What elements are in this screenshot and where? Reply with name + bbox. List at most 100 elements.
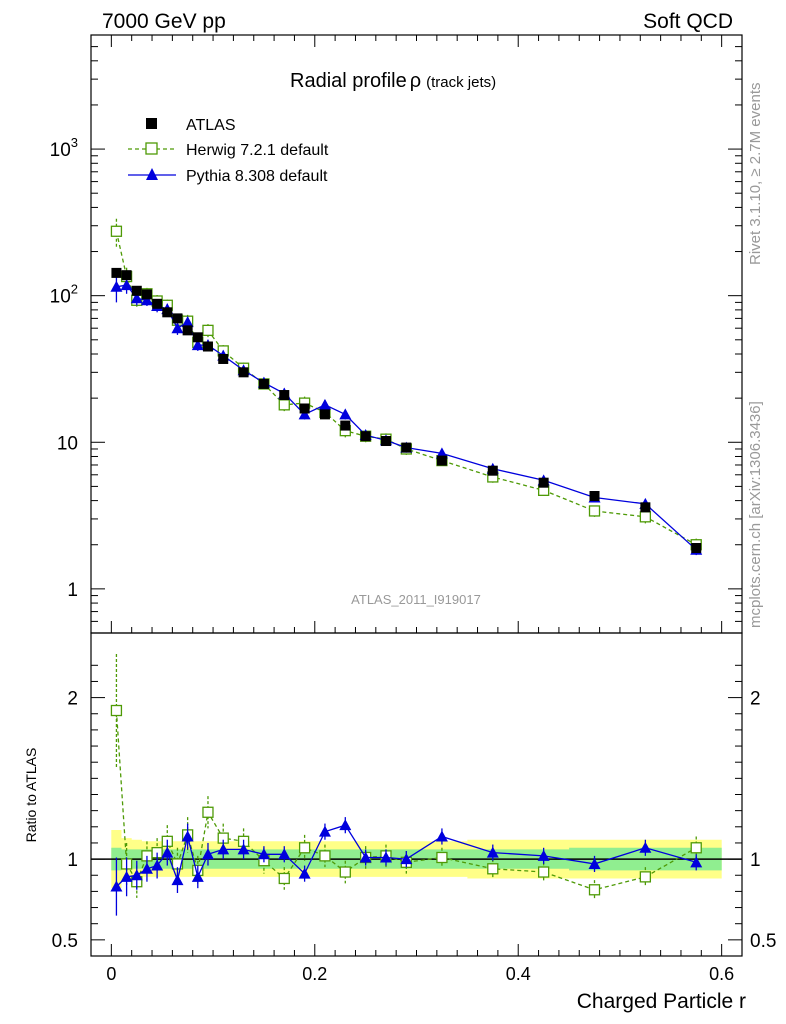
atlas-point [380,436,391,447]
pythia-ratio-point [435,830,448,842]
pythia-main-point [110,280,123,292]
rivet-label: Rivet 3.1.10, ≥ 2.7M events [747,83,764,266]
pythia-ratio-point [379,851,392,863]
y-tick-label: 103 [50,135,78,161]
herwig-ratio-point [436,851,448,864]
herwig-main-point [110,225,123,237]
atlas-point [401,442,412,453]
atlas-point [340,420,351,431]
y-tick-label: 102 [50,282,78,308]
pythia-ratio-point [237,843,250,855]
pythia-main-point [171,322,184,334]
legend-herwig-marker [145,142,158,155]
pythia-ratio-point [217,843,230,855]
atlas-point [319,409,330,420]
chart-title-symbol: ρ [410,70,421,92]
x-tick-label: 0.2 [302,964,327,984]
chart-title: Radial profile ρ (track jets) [290,70,496,92]
ratio-y-tick-label-left: 0.5 [52,931,78,952]
herwig-ratio-point [487,863,499,875]
legend-pythia-label: Pythia 8.308 default [186,168,328,185]
pythia-main-point [298,408,311,420]
pythia-main-point [181,316,194,328]
pythia-ratio-point [151,859,164,871]
herwig-ratio-point [298,842,311,854]
pythia-ratio-point [181,830,194,842]
atlas-point [258,378,269,389]
atlas-point [299,403,310,414]
atlas-point [589,491,600,502]
pythia-main-point [130,292,143,304]
chart-title-suffix: (track jets) [426,74,496,91]
atlas-point [182,325,193,336]
pythia-ratio-point [690,856,703,868]
pythia-ratio-point [130,869,143,881]
atlas-point [131,285,142,296]
pythia-ratio-point [257,848,270,860]
atlas-series-group [111,267,702,554]
herwig-ratio-point [110,704,123,717]
atlas-point [640,502,651,513]
atlas-point [121,270,132,281]
pythia-ratio-point [359,851,372,863]
pythia-ratio-point [400,853,413,865]
pythia-ratio-point [171,874,184,886]
pythia-ratio-point [639,841,652,853]
herwig-ratio-point [319,850,331,862]
ratio-y-tick-label-left: 2 [67,689,78,710]
atlas-point [172,313,183,324]
x-tick-label: 0.6 [709,964,734,984]
herwig-ratio-point [588,884,601,896]
pythia-ratio-point [110,880,123,892]
pythia-ratio-point [201,848,214,860]
herwig-main-point [639,511,652,523]
pythia-main-point [318,398,331,410]
herwig-main-point [202,324,214,337]
atlas-point [360,431,371,442]
ratio-ylabel: Ratio to ATLAS [23,748,39,843]
xlabel: Charged Particle r [577,990,746,1013]
legend-atlas-label: ATLAS [186,117,236,134]
legend-atlas-marker [146,118,157,129]
x-tick-label: 0 [106,964,116,984]
atlas-point [141,289,152,300]
ratio-panel-frame [90,632,743,957]
herwig-main-point [588,505,601,517]
herwig-series-group [110,218,702,900]
pythia-ratio-point [278,848,291,860]
ratio-y-tick-label-left: 1 [67,850,78,871]
pythia-ratio-point [120,870,133,882]
herwig-ratio-point [537,866,550,878]
atlas-point [279,390,290,401]
herwig-ratio-line [115,710,697,891]
pythia-main-point [120,279,133,291]
y-tick-label: 10 [57,433,78,454]
pythia-ratio-point [588,857,601,869]
ratio-y-tick-label-right: 1 [750,850,761,871]
atlas-point [487,465,498,476]
herwig-ratio-point [690,842,702,854]
pythia-ratio-point [191,870,204,882]
atlas-point [691,543,702,554]
atlas-point [538,477,549,488]
herwig-ratio-point [278,872,290,885]
herwig-main-line [115,231,697,546]
legend-pythia-marker [146,168,158,180]
pythia-ratio-point [140,862,153,874]
herwig-main-point [278,399,290,411]
pythia-ratio-point [298,867,311,879]
legend: ATLAS Herwig 7.2.1 default Pythia 8.308 … [128,117,329,185]
pythia-ratio-point [318,825,331,837]
chart-title-text: Radial profile [290,70,407,92]
x-tick-label: 0.4 [506,964,531,984]
pythia-ratio-point [161,846,174,858]
header-left: 7000 GeV pp [102,10,226,33]
atlas-point [436,455,447,466]
mcplots-label: mcplots.cern.ch [arXiv:1306.3436] [747,401,764,628]
pythia-ratio-point [339,819,352,831]
herwig-ratio-point [639,871,652,883]
atlas-point [162,307,173,318]
atlas-point [111,267,122,278]
pythia-main-point [140,294,153,306]
